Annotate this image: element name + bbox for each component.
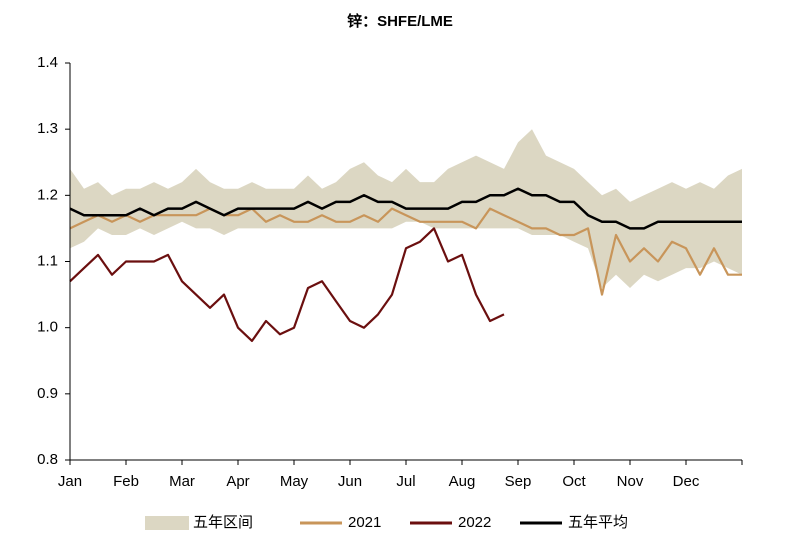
- y-tick-label: 1.0: [37, 319, 58, 336]
- x-tick-label: Aug: [449, 473, 476, 490]
- x-tick-label: Nov: [617, 473, 644, 490]
- x-tick-label: Oct: [562, 473, 586, 490]
- y-tick-label: 1.3: [37, 120, 58, 137]
- x-tick-label: Sep: [505, 473, 532, 490]
- x-tick-label: May: [280, 473, 309, 490]
- x-tick-label: Jul: [396, 473, 415, 490]
- series-line: [69, 227, 505, 342]
- y-tick-label: 1.4: [37, 54, 58, 71]
- x-tick-label: Mar: [169, 473, 195, 490]
- series-line: [69, 187, 742, 230]
- x-tick-label: Dec: [673, 473, 700, 490]
- x-tick-label: Jun: [338, 473, 362, 490]
- y-tick-label: 1.1: [37, 252, 58, 269]
- series-line: [69, 207, 742, 296]
- legend-swatch: [145, 516, 189, 530]
- y-tick-label: 1.2: [37, 186, 58, 203]
- chart-title: 锌：SHFE/LME: [347, 12, 453, 30]
- x-tick-label: Apr: [226, 473, 249, 490]
- x-tick-label: Feb: [113, 473, 139, 490]
- y-tick-label: 0.9: [37, 385, 58, 402]
- legend-label: 2021: [348, 514, 381, 531]
- legend-label: 五年区间: [193, 514, 253, 531]
- legend-label: 五年平均: [568, 514, 628, 531]
- legend-label: 2022: [458, 514, 491, 531]
- x-tick-label: Jan: [58, 473, 82, 490]
- y-tick-label: 0.8: [37, 451, 58, 468]
